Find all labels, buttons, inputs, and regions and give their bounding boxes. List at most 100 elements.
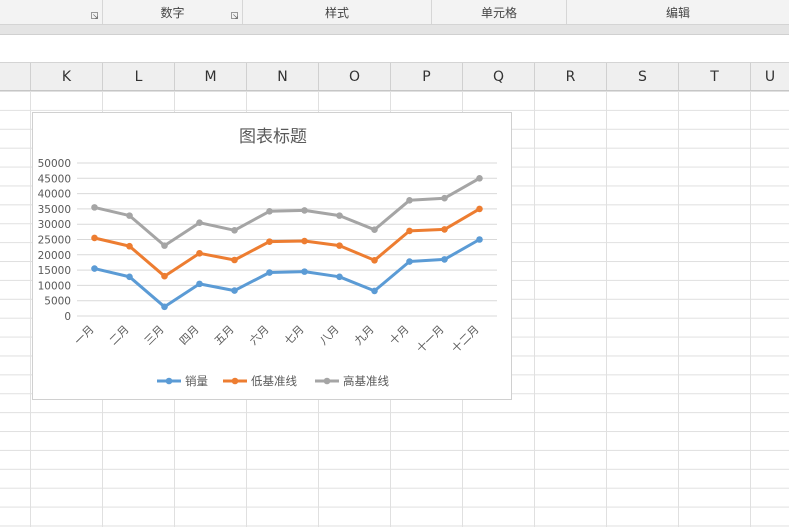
data-point[interactable] [441, 194, 448, 202]
chart-canvas: 图表标题 0 5000 10000 15000 20000 25000 30000 35000 4… [38, 127, 497, 388]
x-tick-label: 三月 [142, 323, 167, 348]
y-tick-label: 20000 [38, 250, 71, 262]
data-point[interactable] [161, 242, 168, 249]
series-line[interactable] [93, 238, 481, 309]
data-point[interactable] [441, 256, 448, 263]
data-point[interactable] [336, 212, 343, 219]
chart-title[interactable]: 图表标题 [239, 127, 307, 147]
column-header-o[interactable]: O [318, 63, 390, 90]
data-point[interactable] [196, 249, 203, 257]
data-point[interactable] [266, 208, 273, 215]
column-header-p[interactable]: P [390, 63, 462, 90]
formula-bar[interactable] [0, 35, 789, 63]
data-point[interactable] [476, 175, 483, 182]
grid-column-line [678, 91, 679, 527]
column-header-r[interactable]: R [534, 63, 606, 90]
grid-column-line [534, 91, 535, 527]
grid-column-line [30, 91, 31, 527]
data-point[interactable] [196, 219, 203, 226]
data-point[interactable] [406, 258, 413, 265]
x-tick-label: 一月 [72, 323, 97, 348]
ribbon-group-font: ↘ [0, 0, 103, 24]
data-point[interactable] [336, 273, 343, 281]
x-tick-label: 八月 [317, 323, 342, 348]
series-line[interactable] [93, 176, 481, 248]
data-point[interactable] [266, 238, 273, 245]
x-tick-label: 十二月 [448, 322, 481, 355]
data-point[interactable] [301, 207, 308, 214]
y-tick-label: 10000 [38, 280, 71, 292]
ribbon-group-label: 编辑 [665, 6, 690, 20]
y-tick-label: 35000 [38, 204, 71, 216]
column-headers: K L M N O P Q R S T U [0, 63, 789, 91]
x-tick-label: 二月 [107, 323, 132, 348]
data-point[interactable] [161, 303, 168, 311]
ribbon-group-label: 单元格 [480, 6, 517, 20]
data-point[interactable] [406, 197, 413, 204]
data-point[interactable] [161, 272, 168, 280]
y-tick-label: 5000 [44, 296, 71, 308]
grid-column-line [750, 91, 751, 527]
x-tick-label: 六月 [247, 323, 272, 348]
data-point[interactable] [196, 280, 203, 288]
y-tick-label: 25000 [38, 235, 71, 247]
data-point[interactable] [91, 265, 98, 272]
data-point[interactable] [266, 269, 273, 276]
column-header-l[interactable]: L [102, 63, 174, 90]
ribbon-group-editing: 编辑 [567, 0, 789, 24]
data-point[interactable] [126, 242, 133, 250]
y-tick-label: 30000 [38, 219, 71, 231]
number-dialog-launcher-icon[interactable]: ↘ [231, 12, 239, 21]
data-point[interactable] [301, 268, 308, 275]
y-tick-label: 40000 [38, 189, 71, 201]
column-header-u[interactable]: U [750, 63, 789, 90]
column-header-t[interactable]: T [678, 63, 750, 90]
data-point[interactable] [231, 287, 238, 294]
ribbon-collapse-bar [0, 25, 789, 35]
ribbon: ↘ 数字 ↘ 样式 单元格 编辑 [0, 0, 789, 25]
legend-entry-label[interactable]: 销量 [185, 374, 208, 388]
column-header-q[interactable]: Q [462, 63, 534, 90]
data-point[interactable] [476, 236, 483, 243]
x-tick-label: 五月 [212, 323, 237, 348]
data-point[interactable] [371, 257, 378, 264]
legend-entry-label[interactable]: 低基准线 [251, 374, 297, 388]
ribbon-group-cells: 单元格 [432, 0, 567, 24]
data-point[interactable] [441, 226, 448, 233]
x-tick-label: 十月 [386, 322, 411, 347]
ribbon-group-number: 数字 ↘ [103, 0, 243, 24]
series-line[interactable] [93, 207, 481, 278]
data-point[interactable] [91, 234, 98, 242]
data-point[interactable] [371, 287, 378, 295]
data-point[interactable] [231, 227, 238, 234]
ribbon-group-label: 样式 [324, 6, 349, 20]
x-tick-label: 十一月 [413, 322, 446, 355]
legend-swatch-marker [323, 377, 331, 385]
data-point[interactable] [126, 212, 133, 219]
y-tick-label: 0 [64, 311, 71, 323]
legend-entry-label[interactable]: 高基准线 [343, 374, 389, 388]
y-tick-label: 45000 [38, 173, 71, 185]
data-point[interactable] [371, 226, 378, 234]
grid-column-line [606, 91, 607, 527]
line-chart[interactable]: 图表标题 0 5000 10000 15000 20000 25000 30000 35000 4… [32, 112, 512, 400]
data-point[interactable] [91, 204, 98, 211]
data-point[interactable] [301, 237, 308, 245]
ribbon-group-label: 数字 [160, 6, 185, 20]
x-tick-label: 七月 [282, 323, 307, 348]
column-header-n[interactable]: N [246, 63, 318, 90]
font-dialog-launcher-icon[interactable]: ↘ [91, 12, 99, 21]
y-tick-label: 15000 [38, 265, 71, 277]
x-tick-label: 四月 [177, 323, 202, 348]
data-point[interactable] [126, 273, 133, 281]
column-header-k[interactable]: K [30, 63, 102, 90]
ribbon-group-styles: 样式 [243, 0, 432, 24]
legend-swatch-marker [165, 377, 173, 385]
data-point[interactable] [336, 242, 343, 249]
data-point[interactable] [476, 205, 483, 213]
data-point[interactable] [406, 227, 413, 235]
column-header-m[interactable]: M [174, 63, 246, 90]
legend-swatch-marker [231, 377, 239, 385]
column-header-s[interactable]: S [606, 63, 678, 90]
data-point[interactable] [231, 256, 238, 264]
